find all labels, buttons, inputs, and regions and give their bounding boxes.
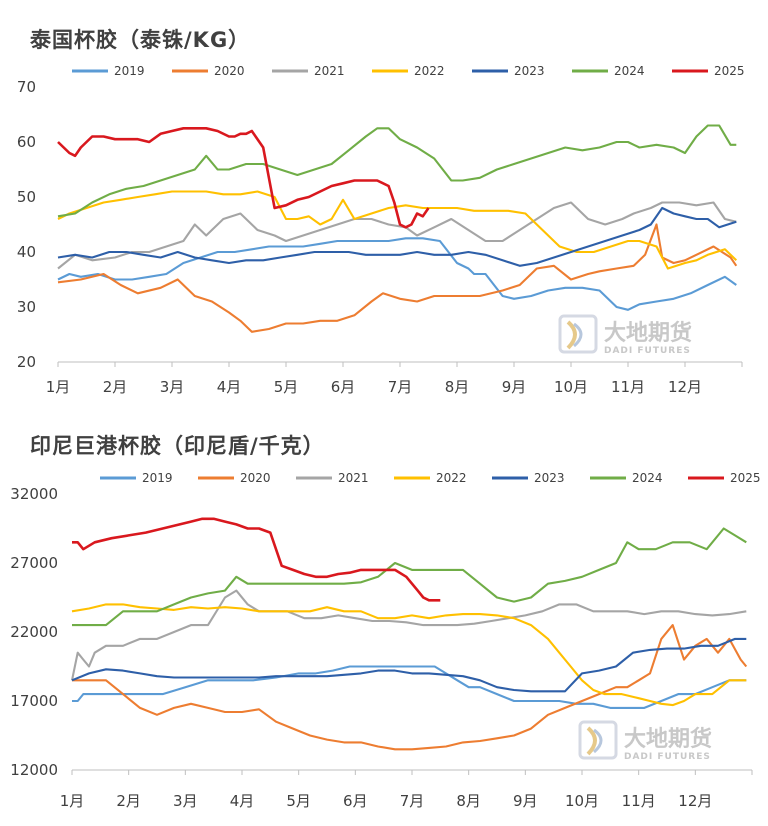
legend-label: 2022	[414, 64, 445, 78]
x-tick-label: 3月	[160, 378, 185, 396]
series-line-2020	[72, 624, 748, 751]
legend-item-2023: 2023	[472, 64, 545, 78]
chart-title: 印尼巨港杯胶（印尼盾/千克）	[30, 434, 325, 458]
y-tick-label: 20	[17, 353, 36, 371]
legend-label: 2022	[436, 471, 467, 485]
legend-item-2021: 2021	[272, 64, 345, 78]
legend-label: 2021	[338, 471, 369, 485]
logo-square-icon	[578, 720, 618, 760]
legend-label: 2020	[214, 64, 245, 78]
series-line-2022	[57, 190, 738, 270]
series-line-2025	[57, 127, 430, 229]
x-tick-label: 4月	[217, 378, 242, 396]
x-tick-label: 7月	[400, 792, 425, 810]
x-tick-label: 1月	[46, 378, 71, 396]
x-tick-label: 8月	[445, 378, 470, 396]
x-tick-label: 2月	[116, 792, 141, 810]
series-line-2023	[71, 637, 747, 693]
legend-item-2022: 2022	[394, 471, 467, 485]
legend-label: 2024	[632, 471, 663, 485]
x-tick-label: 3月	[173, 792, 198, 810]
x-tick-label: 12月	[668, 378, 702, 396]
x-tick-label: 9月	[513, 792, 538, 810]
y-tick-label: 70	[17, 78, 36, 96]
legend-item-2025: 2025	[672, 64, 745, 78]
series-line-2024	[72, 527, 747, 627]
x-tick-label: 10月	[554, 378, 588, 396]
y-tick-label: 40	[17, 243, 36, 261]
logo-arc-icon	[592, 728, 603, 754]
legend-item-2023: 2023	[492, 471, 565, 485]
y-tick-label: 22000	[10, 623, 58, 641]
x-tick-label: 5月	[274, 378, 299, 396]
x-tick-label: 10月	[565, 792, 599, 810]
chart-panel-thai: 泰国杯胶（泰铢/KG） 大地期货 DADI FUTURES 20 30 40 50 60 70…	[0, 0, 768, 410]
x-tick-label: 11月	[622, 792, 656, 810]
legend-item-2022: 2022	[372, 64, 445, 78]
series-line-2019	[57, 237, 737, 311]
x-tick-label: 6月	[343, 792, 368, 810]
y-tick-label: 12000	[10, 761, 58, 779]
y-tick-label: 30	[17, 298, 36, 316]
x-tick-label: 8月	[456, 792, 481, 810]
legend-label: 2024	[614, 64, 645, 78]
legend-item-2020: 2020	[198, 471, 271, 485]
watermark-name: 大地期货	[604, 320, 692, 346]
x-tick-label: 11月	[611, 378, 645, 396]
chart-title: 泰国杯胶（泰铢/KG）	[30, 28, 251, 52]
legend-label: 2023	[514, 64, 545, 78]
x-tick-label: 9月	[502, 378, 527, 396]
y-tick-label: 17000	[10, 692, 58, 710]
logo-arc-icon	[572, 322, 583, 348]
legend-item-2021: 2021	[296, 471, 369, 485]
series-line-2024	[57, 124, 737, 218]
legend-item-2020: 2020	[172, 64, 245, 78]
y-tick-label: 32000	[10, 485, 58, 503]
legend-item-2019: 2019	[72, 64, 145, 78]
logo-square-icon	[558, 314, 598, 354]
x-tick-label: 2月	[103, 378, 128, 396]
legend-item-2024: 2024	[572, 64, 645, 78]
y-tick-label: 50	[17, 188, 36, 206]
legend-item-2024: 2024	[590, 471, 663, 485]
x-tick-label: 6月	[331, 378, 356, 396]
y-tick-label: 27000	[10, 554, 58, 572]
watermark-sub: DADI FUTURES	[624, 752, 711, 762]
series-line-2020	[57, 223, 738, 333]
legend-label: 2020	[240, 471, 271, 485]
series-line-2022	[71, 603, 747, 707]
series-line-2021	[70, 589, 747, 681]
logo-arc-icon	[566, 320, 577, 350]
x-tick-label: 7月	[388, 378, 413, 396]
legend-label: 2019	[142, 471, 173, 485]
chart-panel-indonesia: 印尼巨港杯胶（印尼盾/千克） 大地期货 DADI FUTURES 12000 1700…	[0, 410, 768, 826]
y-tick-label: 60	[17, 133, 36, 151]
legend-label: 2021	[314, 64, 345, 78]
x-tick-label: 4月	[230, 792, 255, 810]
legend-label: 2023	[534, 471, 565, 485]
series-line-2023	[57, 206, 737, 267]
logo-arc-icon	[586, 726, 597, 756]
legend-item-2025: 2025	[688, 471, 761, 485]
legend-label: 2025	[730, 471, 761, 485]
legend-item-2019: 2019	[100, 471, 173, 485]
legend-label: 2025	[714, 64, 745, 78]
legend-label: 2019	[114, 64, 145, 78]
series-line-2019	[72, 665, 747, 709]
watermark-name: 大地期货	[624, 726, 712, 752]
series-line-2025	[72, 517, 441, 602]
x-tick-label: 1月	[60, 792, 85, 810]
watermark-sub: DADI FUTURES	[604, 346, 691, 356]
x-tick-label: 5月	[286, 792, 311, 810]
x-tick-label: 12月	[678, 792, 712, 810]
